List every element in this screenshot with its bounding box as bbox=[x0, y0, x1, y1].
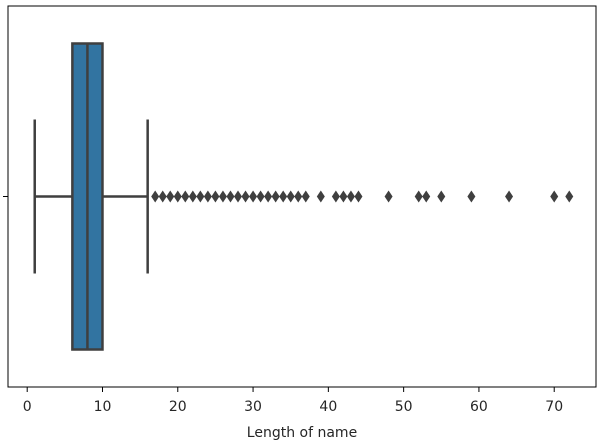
outlier bbox=[384, 190, 393, 203]
outlier bbox=[181, 190, 190, 203]
outlier bbox=[271, 190, 280, 203]
outlier bbox=[218, 190, 227, 203]
outlier bbox=[339, 190, 348, 203]
x-tick-label: 60 bbox=[470, 399, 488, 415]
outlier bbox=[188, 190, 197, 203]
outlier bbox=[264, 190, 273, 203]
outlier bbox=[286, 190, 295, 203]
outlier bbox=[565, 190, 574, 203]
x-axis-label: Length of name bbox=[247, 425, 357, 441]
x-tick-label: 50 bbox=[395, 399, 413, 415]
outlier bbox=[550, 190, 559, 203]
outlier bbox=[354, 190, 363, 203]
outlier bbox=[158, 190, 167, 203]
outlier bbox=[203, 190, 212, 203]
outlier bbox=[294, 190, 303, 203]
outlier bbox=[211, 190, 220, 203]
outlier bbox=[331, 190, 340, 203]
x-tick-label: 0 bbox=[23, 399, 32, 415]
outlier bbox=[414, 190, 423, 203]
x-tick-label: 70 bbox=[545, 399, 563, 415]
x-tick-label: 40 bbox=[319, 399, 337, 415]
outlier bbox=[196, 190, 205, 203]
outlier bbox=[151, 190, 160, 203]
outlier bbox=[166, 190, 175, 203]
outlier bbox=[256, 190, 265, 203]
outlier bbox=[505, 190, 514, 203]
outlier bbox=[234, 190, 243, 203]
outlier bbox=[346, 190, 355, 203]
x-tick-label: 20 bbox=[169, 399, 187, 415]
outlier bbox=[301, 190, 310, 203]
outlier bbox=[467, 190, 476, 203]
x-tick-label: 30 bbox=[244, 399, 262, 415]
outlier bbox=[422, 190, 431, 203]
outlier bbox=[226, 190, 235, 203]
outlier bbox=[241, 190, 250, 203]
outlier bbox=[316, 190, 325, 203]
x-tick-label: 10 bbox=[94, 399, 112, 415]
outlier bbox=[279, 190, 288, 203]
outlier bbox=[173, 190, 182, 203]
outlier bbox=[437, 190, 446, 203]
outlier bbox=[249, 190, 258, 203]
